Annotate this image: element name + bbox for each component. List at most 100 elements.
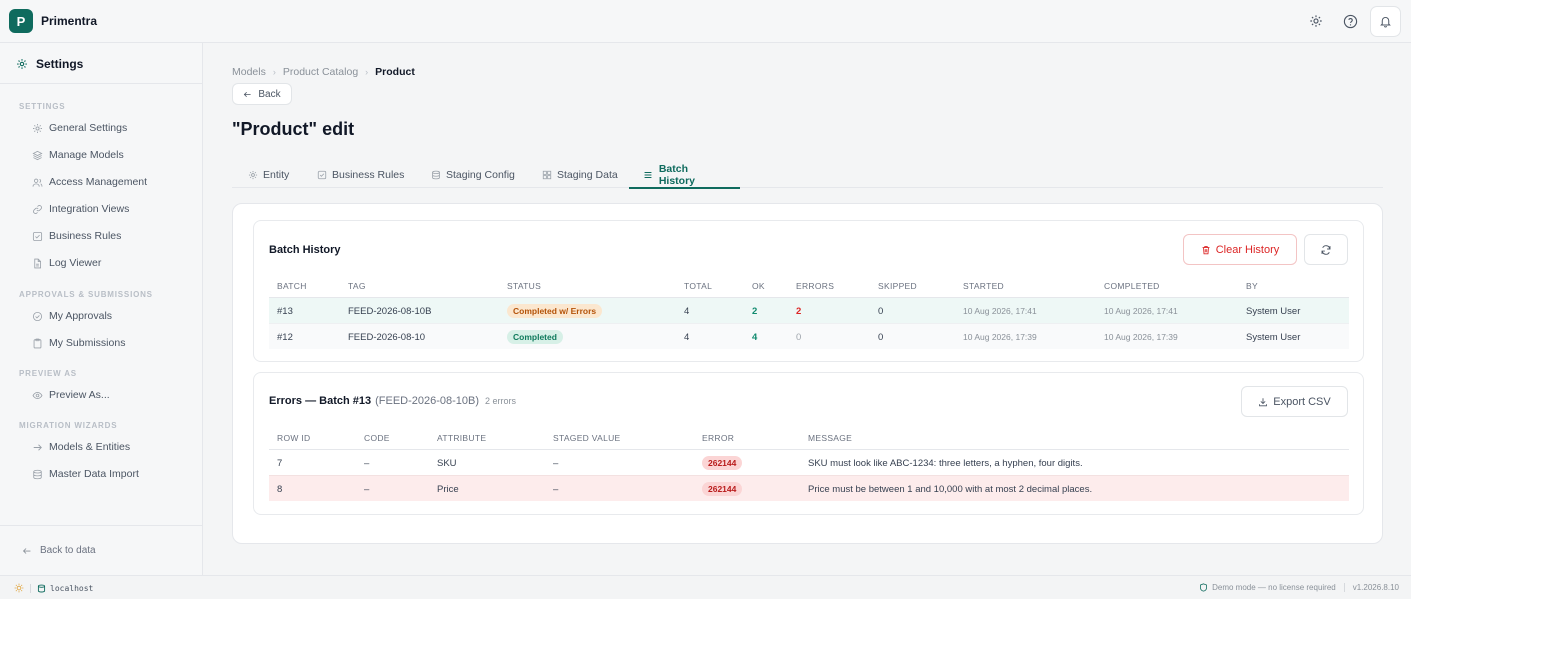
error-code-badge: 262144 <box>702 456 743 470</box>
batch-history-panel: Batch History Clear History BATCH TAG ST… <box>232 203 1383 544</box>
breadcrumb-product-catalog[interactable]: Product Catalog <box>282 66 359 78</box>
skipped-count: 0 <box>878 331 884 343</box>
sidebar-item-integration-views[interactable]: Integration Views <box>31 201 129 217</box>
user-name: System User <box>1246 305 1301 317</box>
staged-value: – <box>553 457 559 469</box>
check-square-icon <box>31 230 43 242</box>
clear-history-button[interactable]: Clear History <box>1183 234 1297 265</box>
code: – <box>364 457 370 469</box>
bell-icon <box>1380 17 1391 28</box>
section-label-migration: MIGRATION WIZARDS <box>19 421 118 430</box>
col-header: STAGED VALUE <box>553 433 621 443</box>
batch-history-title: Batch History <box>269 244 341 256</box>
col-header: COMPLETED <box>1104 281 1160 291</box>
total-count: 4 <box>684 305 690 317</box>
sidebar-item-label: Preview As... <box>49 389 110 401</box>
sidebar-item-master-data-import[interactable]: Master Data Import <box>31 466 139 482</box>
col-header: OK <box>752 281 765 291</box>
clipboard-icon <box>31 337 43 349</box>
error-cell: 262144 <box>702 476 743 502</box>
table-row[interactable]: #13 FEED-2026-08-10B Completed w/ Errors… <box>269 297 1349 323</box>
sidebar-item-label: My Submissions <box>49 337 126 349</box>
sidebar-item-models-entities[interactable]: Models & Entities <box>31 439 130 455</box>
breadcrumb-models[interactable]: Models <box>232 66 266 78</box>
table-row[interactable]: 7 – SKU – 262144 SKU must look like ABC-… <box>269 449 1349 475</box>
sidebar-item-my-approvals[interactable]: My Approvals <box>31 308 112 324</box>
error-code-badge: 262144 <box>702 482 743 496</box>
errors-count: 2 errors <box>485 396 517 406</box>
started-time: 10 Aug 2026, 17:41 <box>963 306 1037 316</box>
layers-icon <box>31 149 43 161</box>
errors-card: Errors — Batch #13 (FEED-2026-08-10B) 2 … <box>253 372 1364 515</box>
back-button[interactable]: Back <box>232 83 292 105</box>
section-label-approvals: APPROVALS & SUBMISSIONS <box>19 290 153 299</box>
grid-icon <box>541 170 552 181</box>
status-bar: localhost Demo mode — no license require… <box>0 575 1411 599</box>
sidebar-item-label: Master Data Import <box>49 468 139 480</box>
sidebar-item-preview-as[interactable]: Preview As... <box>31 387 110 403</box>
app-window: P Primentra Settings SETTINGS General Se… <box>0 0 1411 599</box>
top-bar: P Primentra <box>0 0 1411 43</box>
batch-history-card: Batch History Clear History BATCH TAG ST… <box>253 220 1364 362</box>
sidebar-footer: Back to data <box>0 525 203 575</box>
user-name: System User <box>1246 331 1301 343</box>
list-icon <box>643 169 654 180</box>
status-badge: Completed w/ Errors <box>507 304 603 318</box>
demo-mode-label: Demo mode — no license required <box>1212 583 1336 592</box>
back-to-data-link[interactable]: Back to data <box>22 545 96 556</box>
check-square-icon <box>316 170 327 181</box>
batch-tag: FEED-2026-08-10 <box>348 331 426 343</box>
row-id: 7 <box>277 457 283 469</box>
database-icon <box>430 170 441 181</box>
gear-icon[interactable] <box>1308 13 1324 29</box>
check-circle-icon <box>31 310 43 322</box>
page-title: "Product" edit <box>232 119 355 139</box>
ok-count: 2 <box>752 305 758 317</box>
batch-id: #12 <box>277 331 293 343</box>
sidebar-item-access-management[interactable]: Access Management <box>31 174 147 190</box>
tab-business-rules[interactable]: Business Rules <box>316 162 404 188</box>
tab-staging-config[interactable]: Staging Config <box>430 162 515 188</box>
row-id: 8 <box>277 483 283 495</box>
sun-icon[interactable] <box>14 583 24 593</box>
batch-table: BATCH TAG STATUS TOTAL OK ERRORS SKIPPED… <box>269 279 1349 354</box>
staged-value: – <box>553 483 559 495</box>
sidebar-item-general-settings[interactable]: General Settings <box>31 120 127 136</box>
host-label: localhost <box>50 583 94 593</box>
col-header: STATUS <box>507 281 542 291</box>
arrow-left-icon <box>243 90 252 99</box>
sidebar-item-log-viewer[interactable]: Log Viewer <box>31 255 101 271</box>
errors-title-row: Errors — Batch #13 (FEED-2026-08-10B) 2 … <box>269 395 516 407</box>
breadcrumb-product: Product <box>375 66 415 78</box>
section-label-preview: PREVIEW AS <box>19 369 77 378</box>
sidebar-item-business-rules[interactable]: Business Rules <box>31 228 121 244</box>
tab-entity[interactable]: Entity <box>247 162 289 188</box>
refresh-button[interactable] <box>1304 234 1348 265</box>
error-count: 2 <box>796 305 802 317</box>
notifications-button[interactable] <box>1370 6 1401 37</box>
table-row[interactable]: 8 – Price – 262144 Price must be between… <box>269 475 1349 501</box>
col-header: STARTED <box>963 281 1004 291</box>
gear-icon <box>247 170 258 181</box>
sidebar-item-manage-models[interactable]: Manage Models <box>31 147 124 163</box>
error-cell: 262144 <box>702 450 743 476</box>
tab-staging-data[interactable]: Staging Data <box>541 162 618 188</box>
errors-title: Errors — Batch #13 <box>269 395 372 407</box>
app-logo[interactable]: P <box>9 9 33 33</box>
col-header: TOTAL <box>684 281 713 291</box>
sidebar-item-my-submissions[interactable]: My Submissions <box>31 335 125 351</box>
errors-table: ROW ID CODE ATTRIBUTE STAGED VALUE ERROR… <box>269 431 1349 506</box>
help-icon[interactable] <box>1342 13 1358 29</box>
tab-batch-history[interactable]: Batch History <box>629 162 740 189</box>
sidebar-item-label: Log Viewer <box>49 257 102 269</box>
sidebar-item-label: Business Rules <box>49 230 122 242</box>
table-row[interactable]: #12 FEED-2026-08-10 Completed 4 4 0 0 10… <box>269 323 1349 349</box>
col-header: MESSAGE <box>808 433 853 443</box>
status-cell: Completed w/ Errors <box>507 298 603 324</box>
export-csv-button[interactable]: Export CSV <box>1241 386 1348 417</box>
completed-time: 10 Aug 2026, 17:39 <box>1104 332 1178 342</box>
sidebar-item-label: My Approvals <box>49 310 113 322</box>
col-header: CODE <box>364 433 390 443</box>
col-header: ERROR <box>702 433 735 443</box>
col-header: SKIPPED <box>878 281 917 291</box>
